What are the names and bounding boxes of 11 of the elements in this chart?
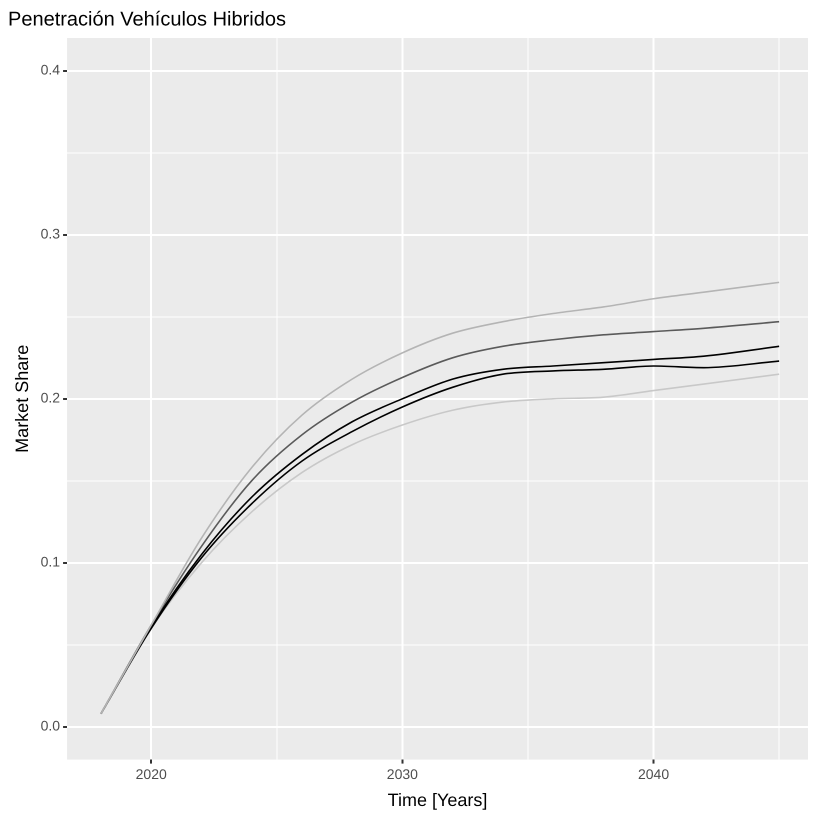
y-tick-label: 0.0 <box>40 718 60 734</box>
y-tick-label: 0.1 <box>40 554 60 570</box>
x-axis-title: Time [Years] <box>388 790 488 810</box>
chart-title: Penetración Vehículos Hibridos <box>8 8 286 31</box>
x-tick-label: 2020 <box>136 766 167 782</box>
x-tick-label: 2030 <box>386 766 418 782</box>
y-tick-label: 0.3 <box>40 226 60 242</box>
y-tick-label: 0.2 <box>40 390 60 406</box>
y-axis-title: Market Share <box>12 344 32 453</box>
x-tick-label: 2040 <box>638 766 670 782</box>
y-tick-label: 0.4 <box>40 62 60 78</box>
